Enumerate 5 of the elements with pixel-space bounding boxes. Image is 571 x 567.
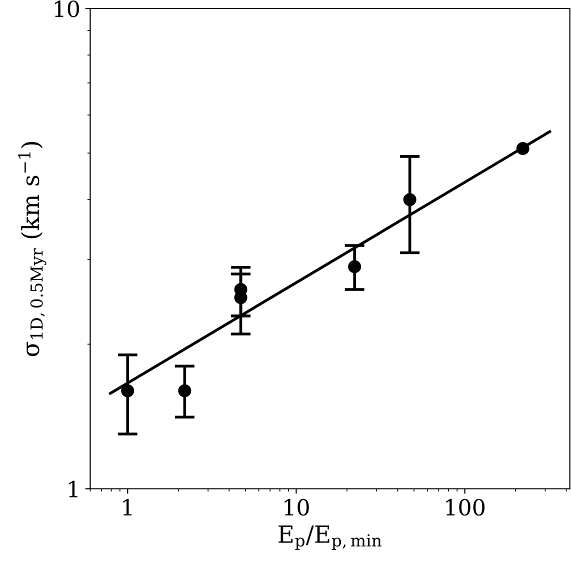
x-tick-label: 100 bbox=[446, 498, 485, 516]
x-tick-label: 10 bbox=[284, 498, 309, 516]
x-axis-title: E$_{p}$/E$_{p,min}$ bbox=[278, 526, 382, 550]
x-tick-label: 1 bbox=[123, 498, 132, 516]
y-axis-title: σ$_{1D,0.5Myr}$ (km s$^{−1}$) bbox=[18, 142, 46, 356]
